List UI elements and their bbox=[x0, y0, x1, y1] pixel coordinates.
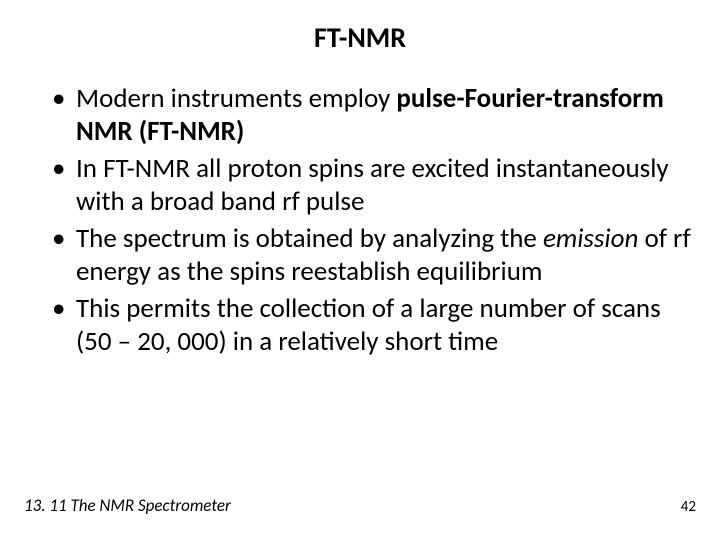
bullet-list: Modern instruments employ pulse-Fourier-… bbox=[0, 83, 720, 359]
list-item: Modern instruments employ pulse-Fourier-… bbox=[52, 83, 692, 149]
bullet-italic: emission bbox=[543, 222, 638, 255]
page-number: 42 bbox=[681, 498, 696, 516]
footer-section-label: 13. 11 The NMR Spectrometer bbox=[24, 495, 231, 516]
slide-title: FT-NMR bbox=[0, 20, 720, 55]
bullet-text: The spectrum is obtained by analyzing th… bbox=[76, 222, 543, 255]
list-item: This permits the collection of a large n… bbox=[52, 293, 692, 359]
bullet-text: This permits the collection of a large n… bbox=[76, 292, 661, 358]
list-item: In FT-NMR all proton spins are excited i… bbox=[52, 153, 692, 219]
bullet-text: Modern instruments employ bbox=[76, 82, 396, 115]
bullet-text: In FT-NMR all proton spins are excited i… bbox=[76, 152, 669, 218]
list-item: The spectrum is obtained by analyzing th… bbox=[52, 223, 692, 289]
slide: FT-NMR Modern instruments employ pulse-F… bbox=[0, 0, 720, 540]
